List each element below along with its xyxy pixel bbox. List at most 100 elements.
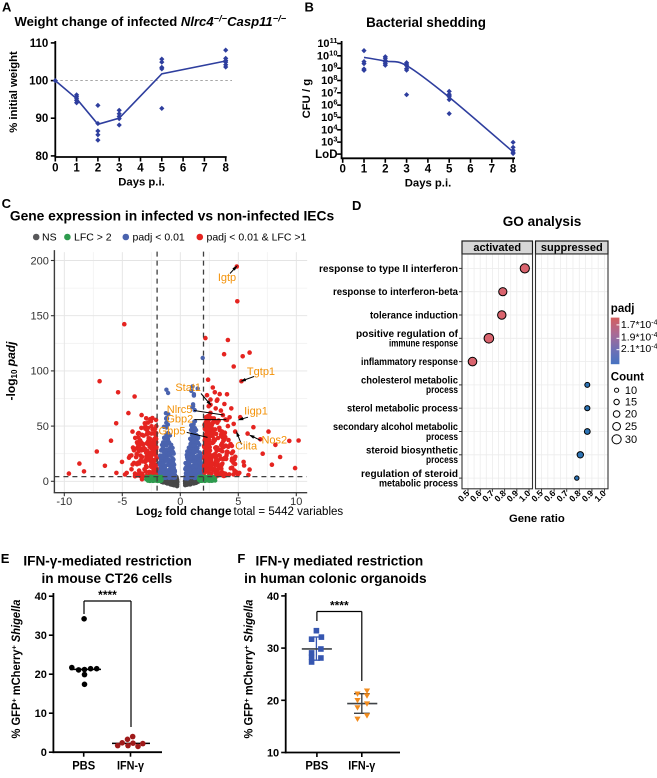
svg-text:40: 40 [267, 591, 279, 603]
svg-text:Ciita: Ciita [235, 440, 258, 452]
svg-text:110: 110 [30, 38, 49, 50]
svg-text:200: 200 [31, 255, 49, 267]
svg-text:PBS: PBS [305, 761, 328, 773]
svg-text:PBS: PBS [72, 761, 95, 773]
svg-text:inflammatory response: inflammatory response [361, 356, 458, 368]
svg-text:LFC > 2: LFC > 2 [74, 232, 112, 244]
svg-text:% GFP+ mCherry+ Shigella: % GFP+ mCherry+ Shigella [10, 599, 24, 739]
svg-text:E: E [1, 551, 10, 566]
svg-text:GO analysis: GO analysis [503, 214, 582, 229]
svg-text:20: 20 [35, 669, 47, 681]
svg-text:30: 30 [35, 630, 47, 642]
svg-text:6: 6 [180, 163, 186, 175]
svg-text:NS: NS [42, 232, 57, 244]
svg-text:****: **** [98, 588, 117, 602]
svg-text:response to type II interferon: response to type II interferon [319, 263, 458, 275]
svg-text:5: 5 [446, 164, 453, 176]
svg-text:20: 20 [267, 695, 279, 707]
svg-text:activated: activated [473, 242, 521, 254]
svg-text:3: 3 [116, 163, 122, 175]
svg-text:total = 5442 variables: total = 5442 variables [234, 506, 344, 518]
svg-text:IFN-γ: IFN-γ [117, 761, 145, 773]
svg-text:15: 15 [625, 397, 637, 409]
svg-text:50: 50 [37, 421, 49, 433]
svg-text:4: 4 [137, 163, 144, 175]
svg-text:80: 80 [36, 151, 49, 163]
svg-text:IFN-γ mediated restriction: IFN-γ mediated restriction [256, 554, 424, 569]
svg-text:B: B [305, 0, 314, 15]
svg-text:2: 2 [95, 163, 101, 175]
svg-text:% GFP+ mCherry+ Shigella: % GFP+ mCherry+ Shigella [242, 599, 256, 739]
svg-text:% initial weight: % initial weight [8, 51, 20, 133]
svg-text:0: 0 [339, 164, 345, 176]
svg-text:in human colonic organoids: in human colonic organoids [244, 571, 427, 586]
svg-text:Tgtp1: Tgtp1 [247, 366, 275, 378]
svg-text:Igtp: Igtp [218, 272, 236, 284]
svg-text:0: 0 [43, 476, 49, 488]
svg-text:6: 6 [467, 164, 473, 176]
svg-text:2.1*10-4: 2.1*10-4 [621, 343, 657, 355]
svg-text:C: C [2, 196, 12, 211]
svg-text:3: 3 [403, 164, 409, 176]
svg-text:10: 10 [625, 385, 637, 397]
svg-text:20: 20 [625, 409, 637, 421]
svg-text:Gbp2: Gbp2 [166, 414, 193, 426]
svg-text:Stat1: Stat1 [175, 382, 201, 394]
svg-text:Days p.i.: Days p.i. [118, 177, 164, 189]
svg-text:1: 1 [73, 163, 80, 175]
svg-text:process: process [426, 454, 458, 466]
svg-text:process: process [426, 384, 458, 396]
svg-text:LoD: LoD [315, 149, 337, 161]
svg-text:F: F [237, 551, 245, 566]
svg-text:in mouse CT26 cells: in mouse CT26 cells [41, 571, 172, 586]
svg-text:-log10 padj: -log10 padj [4, 341, 19, 401]
svg-text:Nlrc5: Nlrc5 [167, 404, 193, 416]
svg-text:Gene expression in infected vs: Gene expression in infected vs non-infec… [10, 209, 335, 224]
svg-text:response to interferon-beta: response to interferon-beta [333, 286, 458, 298]
svg-text:0: 0 [177, 496, 183, 508]
svg-text:Nos2: Nos2 [261, 434, 287, 446]
svg-text:5: 5 [159, 163, 166, 175]
svg-text:padj < 0.01: padj < 0.01 [133, 232, 185, 244]
svg-text:Gbp5: Gbp5 [159, 425, 186, 437]
svg-text:process: process [426, 431, 458, 443]
svg-text:IFN-γ: IFN-γ [348, 761, 376, 773]
svg-text:immune response: immune response [389, 338, 458, 350]
svg-text:90: 90 [36, 113, 49, 125]
svg-text:-10: -10 [56, 496, 72, 508]
svg-text:D: D [352, 198, 361, 213]
svg-text:Days p.i.: Days p.i. [405, 178, 451, 190]
svg-text:Gene ratio: Gene ratio [509, 513, 565, 525]
svg-text:cholesterol metabolic: cholesterol metabolic [361, 375, 458, 387]
svg-text:Log2 fold change: Log2 fold change [136, 504, 232, 519]
svg-text:0: 0 [41, 747, 47, 759]
svg-text:steroid biosynthetic: steroid biosynthetic [366, 445, 458, 457]
svg-text:sterol metabolic process: sterol metabolic process [347, 403, 458, 415]
svg-text:8: 8 [222, 163, 229, 175]
svg-text:IFN-γ-mediated restriction: IFN-γ-mediated restriction [23, 554, 191, 569]
svg-text:1.9*10-4: 1.9*10-4 [621, 331, 657, 343]
svg-text:30: 30 [267, 643, 279, 655]
svg-text:1.7*10-4: 1.7*10-4 [621, 319, 657, 331]
svg-text:10: 10 [290, 496, 302, 508]
svg-text:tolerance induction: tolerance induction [370, 310, 458, 322]
svg-text:4: 4 [425, 164, 432, 176]
svg-text:metabolic process: metabolic process [379, 477, 458, 489]
svg-text:100: 100 [31, 366, 49, 378]
svg-text:positive regulation of: positive regulation of [356, 328, 458, 340]
svg-text:Bacterial shedding: Bacterial shedding [366, 15, 486, 30]
svg-text:40: 40 [35, 591, 47, 603]
svg-text:1: 1 [361, 164, 368, 176]
svg-text:0: 0 [52, 163, 58, 175]
svg-text:CFU / g: CFU / g [301, 79, 313, 119]
svg-text:Iigp1: Iigp1 [244, 406, 268, 418]
svg-text:10: 10 [267, 748, 279, 760]
svg-text:7: 7 [201, 163, 207, 175]
svg-text:Count: Count [611, 372, 644, 384]
svg-text:regulation of steroid: regulation of steroid [361, 468, 458, 480]
svg-text:2: 2 [382, 164, 388, 176]
svg-text:8: 8 [510, 164, 517, 176]
svg-text:100: 100 [29, 76, 48, 88]
svg-text:150: 150 [31, 311, 49, 323]
svg-text:-5: -5 [117, 496, 127, 508]
